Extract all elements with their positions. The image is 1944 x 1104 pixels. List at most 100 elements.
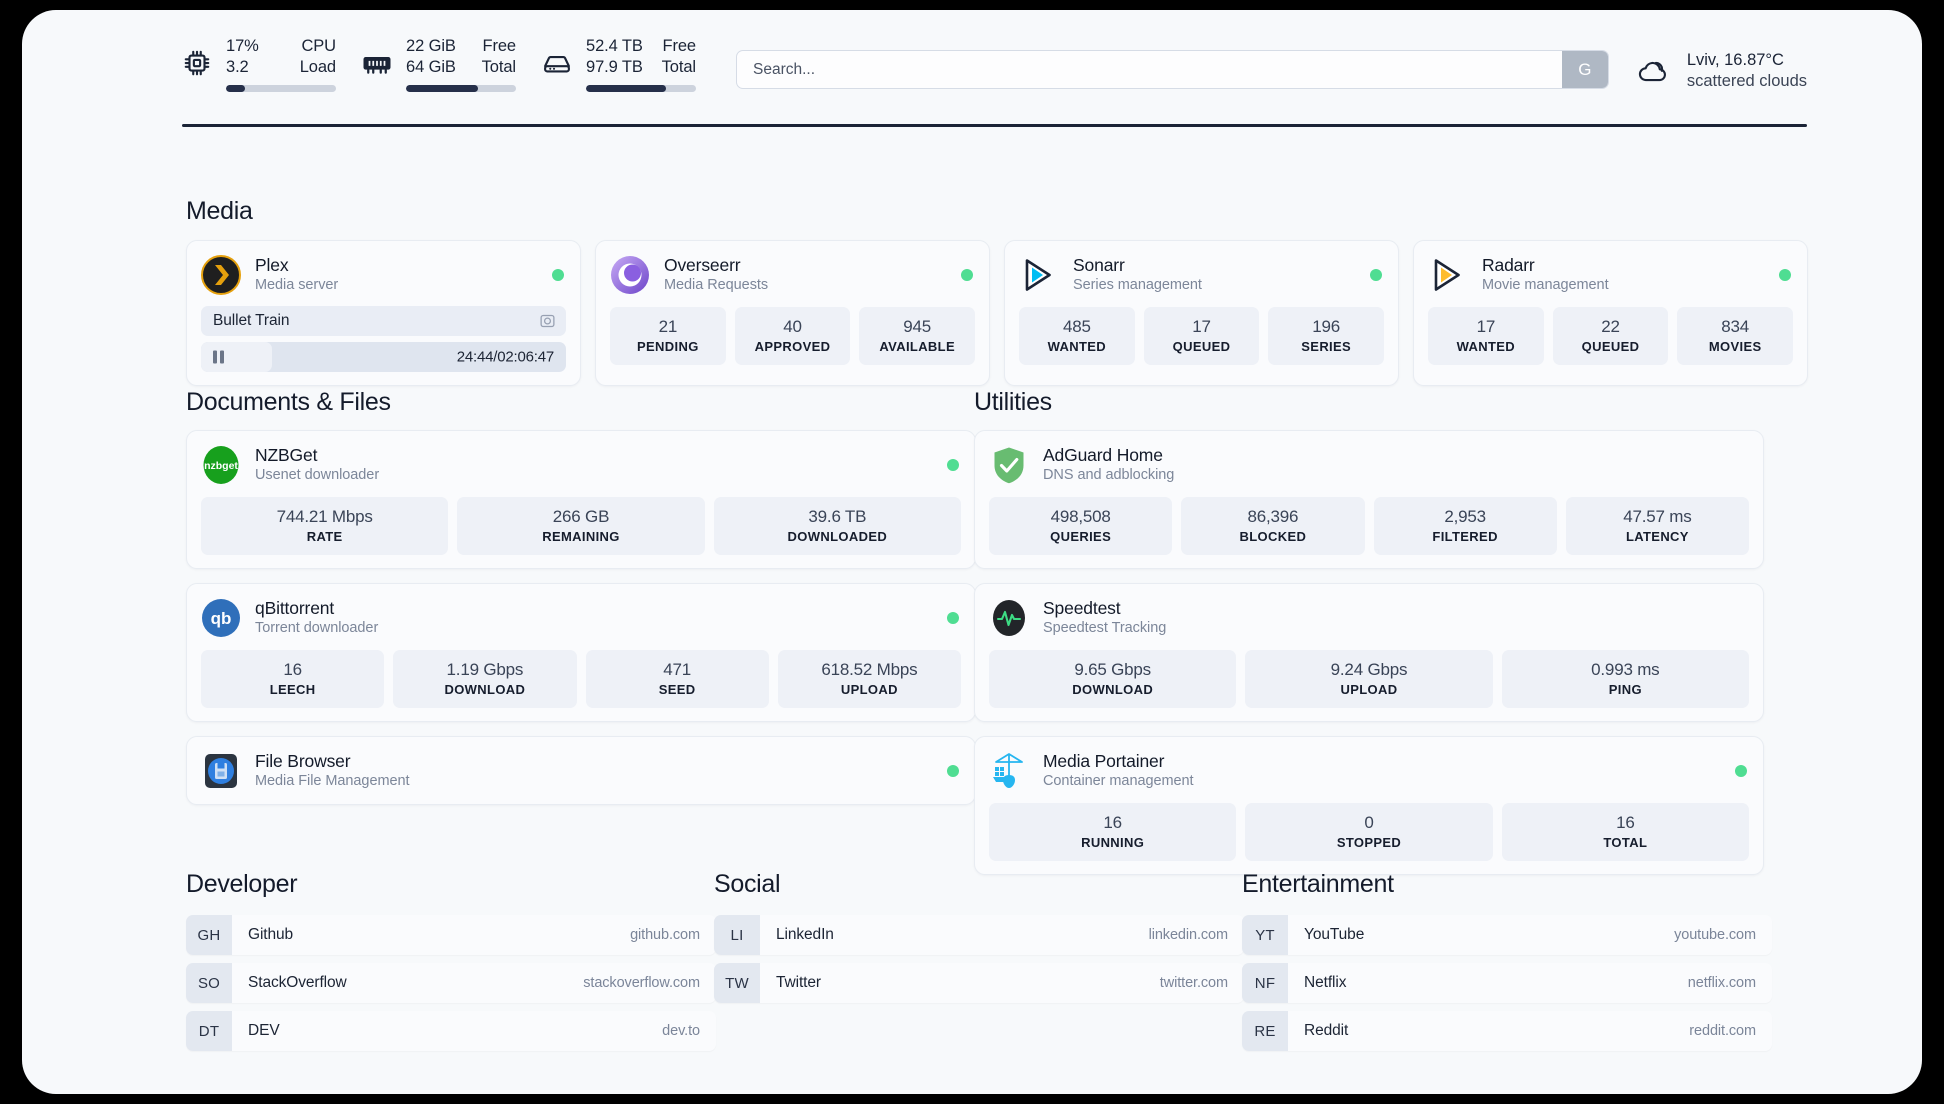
playback-elapsed: 24:44 (456, 348, 494, 366)
service-subtitle: Media server (255, 277, 339, 293)
stat-value: 22 (1601, 317, 1620, 336)
bookmark-abbr: NF (1242, 963, 1288, 1003)
service-subtitle: Media Requests (664, 277, 769, 293)
service-card-overseerr[interactable]: Overseerr Media Requests 21 PENDING 40 A… (595, 240, 990, 386)
bookmark-url: youtube.com (1674, 927, 1756, 943)
card-meta: Radarr Movie management (1482, 254, 1609, 295)
service-name: Plex (255, 255, 289, 275)
bookmark-group-entertainment: Entertainment YT YouTube youtube.com NF … (1242, 870, 1772, 1059)
bookmark-item[interactable]: RE Reddit reddit.com (1242, 1011, 1772, 1051)
bookmark-item[interactable]: YT YouTube youtube.com (1242, 915, 1772, 955)
service-card-sonarr[interactable]: Sonarr Series management 485 WANTED 17 Q… (1004, 240, 1399, 386)
stat-box: 0 STOPPED (1245, 803, 1493, 861)
stat-label: WANTED (1047, 339, 1107, 354)
stat-box: 39.6 TB DOWNLOADED (713, 497, 961, 555)
now-playing-bar[interactable]: Bullet Train (201, 306, 566, 336)
stat-value: 196 (1312, 317, 1341, 336)
card-meta: Overseerr Media Requests (664, 254, 768, 295)
cpu-load-value: 3.2 (226, 58, 249, 76)
stat-box: 744.21 Mbps RATE (201, 497, 449, 555)
playback-duration: 02:06:47 (497, 348, 554, 366)
status-badge (947, 764, 959, 777)
stat-box: 47.57 ms LATENCY (1565, 497, 1749, 555)
stat-label: LATENCY (1625, 529, 1689, 544)
bookmark-item[interactable]: TW Twitter twitter.com (714, 963, 1244, 1003)
stat-label: REMAINING (542, 529, 620, 544)
weather-text: Lviv, 16.87°C scattered clouds (1687, 50, 1807, 92)
stat-box: 834 MOVIES (1677, 307, 1794, 365)
stats-row: 17 WANTED 22 QUEUED 834 MOVIES (1428, 307, 1794, 365)
memory-total-value: 64 GiB (406, 58, 456, 76)
service-name: AdGuard Home (1043, 445, 1163, 465)
disk-total-value: 97.9 TB (586, 58, 643, 76)
nzbget-icon: nzbget (201, 445, 241, 485)
service-card-plex[interactable]: Plex Media server Bullet Train 24 (186, 240, 581, 386)
status-badge (552, 268, 564, 281)
bookmark-url: netflix.com (1687, 975, 1756, 991)
cast-icon[interactable] (539, 313, 556, 330)
search-bar[interactable]: G (736, 50, 1609, 89)
stat-value: 485 (1062, 317, 1091, 336)
bookmark-group-social: Social LI LinkedIn linkedin.com TW Twitt… (714, 870, 1244, 1011)
service-card-media-portainer[interactable]: Media Portainer Container management 16 … (974, 736, 1764, 875)
stat-box: 196 SERIES (1268, 307, 1385, 365)
bookmark-item[interactable]: GH Github github.com (186, 915, 716, 955)
service-subtitle: Usenet downloader (255, 467, 380, 483)
service-card-file-browser[interactable]: File Browser Media File Management (186, 736, 976, 805)
card-header: Radarr Movie management (1428, 254, 1793, 295)
stat-label: DOWNLOADED (787, 529, 888, 544)
bookmark-url: twitter.com (1159, 975, 1228, 991)
sonarr-icon (1019, 255, 1059, 295)
pause-icon[interactable] (213, 350, 224, 364)
status-badge (947, 611, 959, 624)
bookmark-item[interactable]: LI LinkedIn linkedin.com (714, 915, 1244, 955)
memory-label-top: Free (482, 37, 516, 55)
service-subtitle: Container management (1043, 773, 1194, 789)
resource-disk-body: 52.4 TB 97.9 TB Free Total (586, 36, 696, 92)
search-submit-button[interactable]: G (1561, 51, 1608, 88)
stats-row: 744.21 Mbps RATE 266 GB REMAINING 39.6 T… (201, 497, 961, 555)
bookmark-name: Twitter (776, 974, 821, 991)
bookmark-url: linkedin.com (1148, 927, 1229, 943)
bookmark-name: LinkedIn (776, 926, 834, 943)
service-card-radarr[interactable]: Radarr Movie management 17 WANTED 22 QUE… (1413, 240, 1808, 386)
stat-label: PENDING (636, 339, 699, 354)
bookmark-item[interactable]: NF Netflix netflix.com (1242, 963, 1772, 1003)
service-card-nzbget[interactable]: nzbget NZBGet Usenet downloader 744.21 M… (186, 430, 976, 569)
playback-progress-bar[interactable]: 24:44/02:06:47 (201, 342, 566, 372)
bookmark-item[interactable]: DT DEV dev.to (186, 1011, 716, 1051)
search-input[interactable] (737, 51, 1562, 88)
playback-time: 24:44/02:06:47 (456, 348, 555, 366)
resource-cpu: 17% 3.2 CPU Load (182, 36, 336, 92)
stat-value: 834 (1721, 317, 1750, 336)
header: 17% 3.2 CPU Load (22, 10, 1922, 128)
service-card-adguard-home[interactable]: AdGuard Home DNS and adblocking 498,508 … (974, 430, 1764, 569)
service-card-speedtest[interactable]: Speedtest Speedtest Tracking 9.65 Gbps D… (974, 583, 1764, 722)
service-card-qbittorrent[interactable]: qb qBittorrent Torrent downloader 16 LEE… (186, 583, 976, 722)
stat-label: DOWNLOAD (444, 682, 526, 697)
service-name: File Browser (255, 751, 351, 771)
service-subtitle: Series management (1073, 277, 1202, 293)
stat-box: 618.52 Mbps UPLOAD (777, 650, 961, 708)
stat-value: 744.21 Mbps (276, 507, 373, 526)
stat-value: 1.19 Gbps (446, 660, 524, 679)
stat-value: 498,508 (1050, 507, 1111, 526)
dashboard-page: 17% 3.2 CPU Load (22, 10, 1922, 1094)
documents-cards-column: nzbget NZBGet Usenet downloader 744.21 M… (186, 430, 976, 805)
stat-label: UPLOAD (840, 682, 898, 697)
bookmark-name: YouTube (1304, 926, 1365, 943)
now-playing-title: Bullet Train (213, 312, 290, 329)
bookmark-item[interactable]: SO StackOverflow stackoverflow.com (186, 963, 716, 1003)
adguard-icon (989, 445, 1029, 485)
stat-box: 2,953 FILTERED (1373, 497, 1557, 555)
status-badge (1370, 268, 1382, 281)
speedtest-icon (989, 598, 1029, 638)
stat-label: UPLOAD (1340, 682, 1398, 697)
service-name: Speedtest (1043, 598, 1121, 618)
stat-box: 945 AVAILABLE (859, 307, 976, 365)
playback-separator: / (493, 348, 498, 366)
card-header: Speedtest Speedtest Tracking (989, 597, 1749, 638)
stat-box: 17 QUEUED (1143, 307, 1260, 365)
service-name: qBittorrent (255, 598, 335, 618)
stat-label: TOTAL (1603, 835, 1648, 850)
